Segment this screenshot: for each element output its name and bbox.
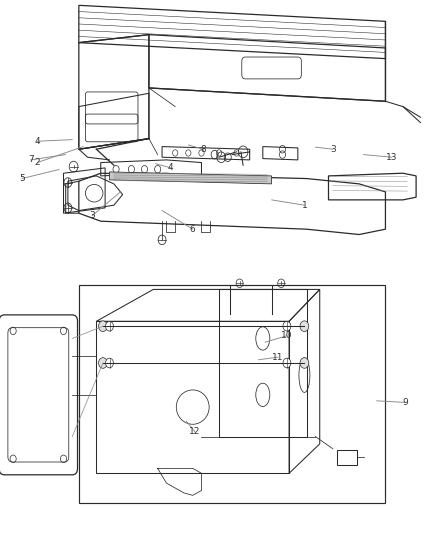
Circle shape <box>283 358 291 368</box>
Text: 13: 13 <box>386 153 398 161</box>
Text: 7: 7 <box>28 156 34 164</box>
Circle shape <box>99 358 107 368</box>
Text: 3: 3 <box>330 145 336 154</box>
Circle shape <box>106 321 113 331</box>
Text: 6: 6 <box>190 225 196 233</box>
Circle shape <box>300 358 309 368</box>
Text: 4: 4 <box>168 164 173 172</box>
Circle shape <box>283 321 291 331</box>
Text: 1: 1 <box>301 201 307 209</box>
Circle shape <box>300 321 309 332</box>
Bar <box>79 285 385 503</box>
Text: 10: 10 <box>281 332 293 340</box>
Circle shape <box>99 321 107 332</box>
Text: 4: 4 <box>35 137 40 146</box>
Text: 9: 9 <box>402 398 408 407</box>
Circle shape <box>158 235 166 245</box>
Text: 5: 5 <box>19 174 25 183</box>
Text: 3: 3 <box>89 212 95 220</box>
Text: 8: 8 <box>201 145 207 154</box>
Polygon shape <box>110 172 272 184</box>
Text: 11: 11 <box>272 353 284 361</box>
Bar <box>337 450 357 465</box>
Circle shape <box>106 358 113 368</box>
Text: 12: 12 <box>189 427 201 436</box>
Text: 2: 2 <box>35 158 40 167</box>
